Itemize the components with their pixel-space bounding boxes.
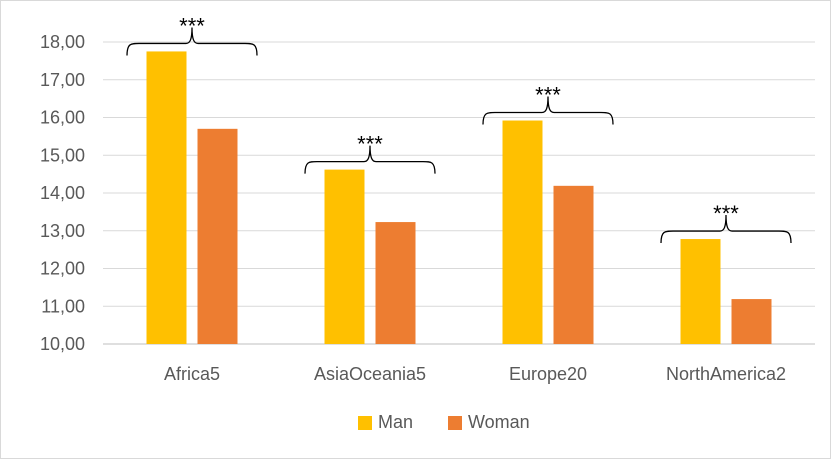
y-tick-label: 17,00 <box>40 70 85 90</box>
bar-woman-northamerica2 <box>731 299 772 344</box>
significance-label: *** <box>357 132 383 157</box>
significance-bracket <box>304 145 436 174</box>
significance-bracket <box>126 27 258 56</box>
significance-brackets: *** *** *** *** <box>126 13 792 244</box>
legend-label-woman: Woman <box>468 412 530 432</box>
legend-swatch-woman <box>448 416 462 430</box>
bar-man-northamerica2 <box>680 239 721 344</box>
y-tick-label: 13,00 <box>40 221 85 241</box>
significance-label: *** <box>535 83 561 108</box>
bar-man-asiaoceania5 <box>324 169 365 344</box>
legend-swatch-man <box>358 416 372 430</box>
significance-label: *** <box>179 13 205 38</box>
bars <box>146 51 772 345</box>
significance-bracket <box>660 215 792 244</box>
bar-woman-africa5 <box>197 128 238 344</box>
y-tick-label: 11,00 <box>41 296 85 316</box>
y-tick-label: 14,00 <box>40 183 85 203</box>
bar-woman-asiaoceania5 <box>375 222 416 344</box>
bar-man-africa5 <box>146 51 187 344</box>
bar-man-europe20 <box>502 120 543 345</box>
y-tick-label: 18,00 <box>40 32 85 52</box>
y-tick-label: 10,00 <box>40 334 85 354</box>
significance-label: *** <box>713 201 739 226</box>
bar-woman-europe20 <box>553 185 594 344</box>
x-tick-label: AsiaOceania5 <box>314 364 426 384</box>
y-tick-label: 15,00 <box>40 145 85 165</box>
x-tick-label: NorthAmerica2 <box>666 364 786 384</box>
x-tick-label: Africa5 <box>164 364 220 384</box>
legend-label-man: Man <box>378 412 413 432</box>
y-tick-label: 12,00 <box>40 259 85 279</box>
significance-bracket <box>482 96 614 125</box>
x-tick-label: Europe20 <box>509 364 587 384</box>
y-tick-label: 16,00 <box>40 108 85 128</box>
legend: Man Woman <box>358 412 530 432</box>
x-axis-labels: Africa5 AsiaOceania5 Europe20 NorthAmerica2 <box>164 364 786 384</box>
y-axis-ticks: 10,00 11,00 12,00 13,00 14,00 15,00 16,00 17,00… <box>40 32 85 354</box>
